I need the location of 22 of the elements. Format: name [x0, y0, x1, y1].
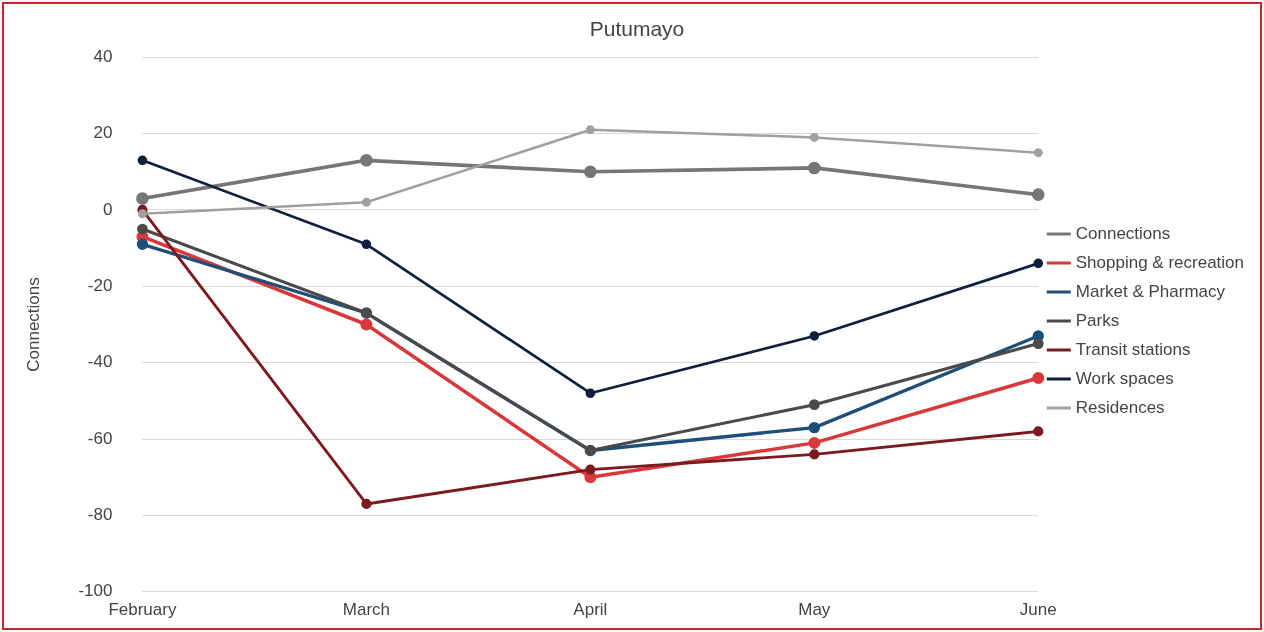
legend-label: Connections — [1075, 223, 1171, 243]
y-tick-label: -20 — [87, 276, 113, 295]
x-tick-label: February — [108, 599, 177, 619]
y-tick-label: 20 — [93, 123, 113, 143]
legend-label: Work spaces — [1075, 368, 1174, 388]
legend-label: Shopping & recreation — [1075, 252, 1245, 272]
x-tick-label: May — [798, 599, 831, 619]
y-tick-label: -60 — [87, 428, 113, 448]
y-tick-label: -100 — [78, 581, 113, 601]
y-tick-label: 0 — [102, 199, 113, 219]
y-tick-label: 40 — [93, 46, 113, 66]
y-tick-label: -40 — [87, 352, 113, 372]
legend-label: Market & Pharmacy — [1075, 281, 1226, 301]
legend-label: Parks — [1075, 310, 1120, 330]
y-tick-label: -80 — [87, 505, 113, 525]
legend-label: Transit stations — [1075, 339, 1191, 359]
x-tick-label: June — [1019, 599, 1057, 619]
x-tick-label: April — [573, 599, 608, 619]
legend-label: Residences — [1075, 397, 1165, 417]
x-tick-label: March — [342, 599, 390, 619]
chart-title: Putumayo — [589, 17, 685, 41]
y-axis-title: Connections — [23, 277, 43, 372]
